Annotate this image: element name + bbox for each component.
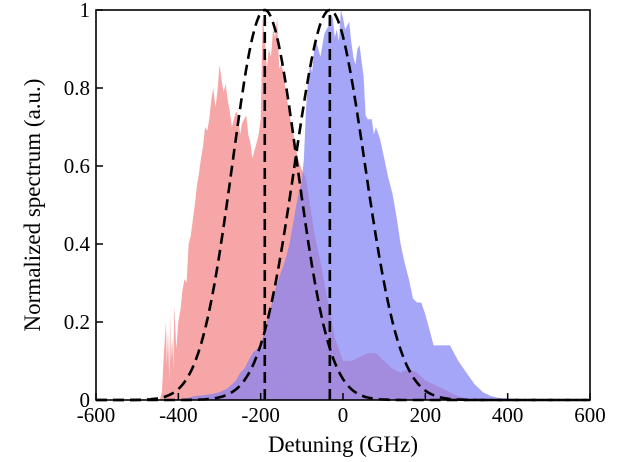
x-tick-label: -400 <box>159 403 198 427</box>
x-tick-label: 400 <box>492 403 524 427</box>
y-tick-label: 0.4 <box>64 232 91 256</box>
spectrum-area-2 <box>170 10 525 400</box>
spectrum-areas <box>159 10 525 401</box>
y-tick-label: 1 <box>80 0 91 22</box>
spectrum-area-1 <box>159 17 475 401</box>
x-tick-label: -600 <box>77 403 116 427</box>
x-tick-label: 200 <box>410 403 442 427</box>
y-tick-label: 0.8 <box>64 76 90 100</box>
x-tick-label: -200 <box>241 403 280 427</box>
x-tick-label: 0 <box>338 403 349 427</box>
x-axis-label: Detuning (GHz) <box>268 432 418 457</box>
y-tick-label: 0.6 <box>64 154 90 178</box>
x-tick-label: 600 <box>574 403 606 427</box>
y-tick-label: 0.2 <box>64 310 90 334</box>
y-axis-label: Normalized spectrum (a.u.) <box>20 79 45 332</box>
ticks: -600 -400 -200 0 200 400 600 0 0.2 0.4 0.6 0.8 1 <box>64 0 606 427</box>
y-tick-label: 0 <box>80 388 91 412</box>
